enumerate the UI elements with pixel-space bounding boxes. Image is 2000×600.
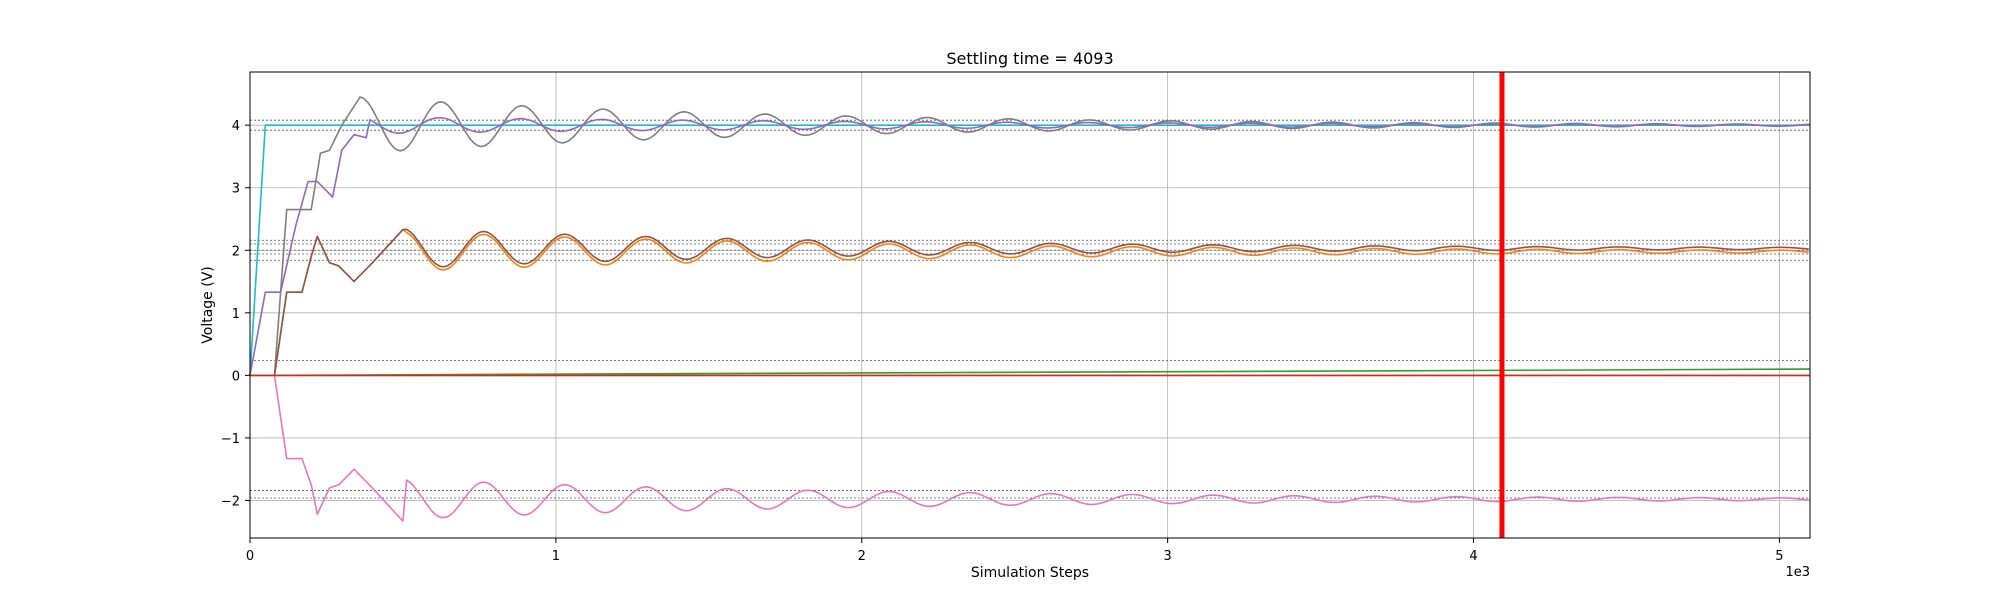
- x-tick-label: 2: [858, 549, 866, 564]
- series-line-3: [249, 116, 1809, 376]
- series-line-7: [249, 368, 1811, 377]
- y-tick-label: −2: [221, 494, 240, 509]
- y-tick-label: 4: [232, 119, 240, 134]
- plot-frame: [249, 71, 1811, 539]
- y-tick-label: 0: [232, 369, 240, 384]
- y-axis: −2 −1 0 1 2 3 4: [221, 119, 250, 509]
- chart-title: Settling time = 4093: [946, 49, 1113, 68]
- reference-lines: [250, 119, 1810, 499]
- series-line-4: [273, 228, 1809, 376]
- series-line-5: [273, 228, 1809, 376]
- grid: [249, 72, 1810, 538]
- x-axis-multiplier: 1e3: [1785, 565, 1810, 580]
- x-tick-label: 4: [1469, 549, 1477, 564]
- y-tick-label: 2: [232, 244, 240, 259]
- x-tick-label: 0: [246, 549, 254, 564]
- y-axis-label: Voltage (V): [200, 266, 216, 343]
- y-tick-label: −1: [221, 432, 240, 447]
- series-line-2: [273, 96, 1811, 376]
- x-tick-label: 3: [1164, 549, 1172, 564]
- x-tick-label: 5: [1775, 549, 1783, 564]
- x-axis-label: Simulation Steps: [971, 565, 1089, 581]
- x-tick-label: 1: [552, 549, 560, 564]
- series-line-1: [249, 124, 1810, 376]
- y-tick-label: 1: [232, 307, 240, 322]
- series-line-6: [273, 375, 1809, 522]
- y-tick-label: 3: [232, 182, 240, 197]
- x-axis: 0 1 2 3 4 5: [246, 538, 1784, 564]
- series-group: [249, 96, 1811, 522]
